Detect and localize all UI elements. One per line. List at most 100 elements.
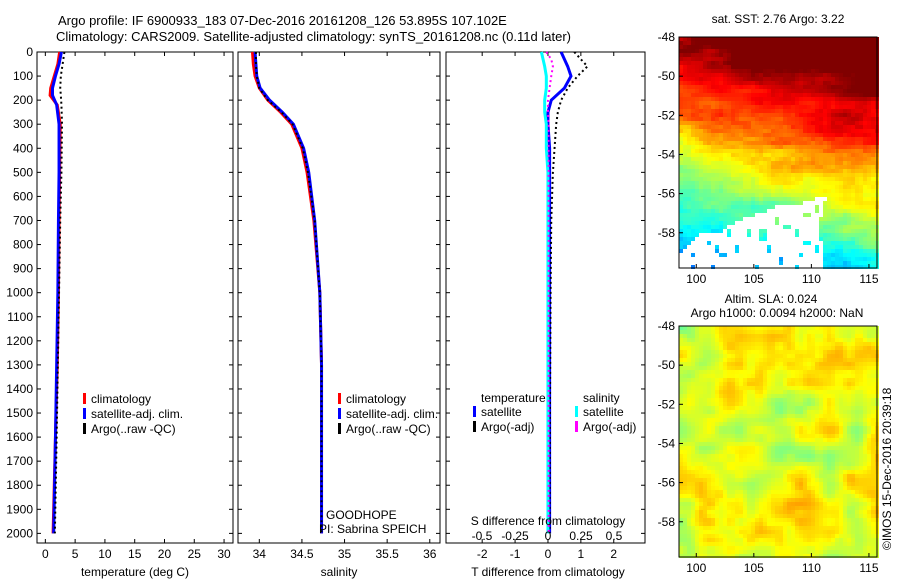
- heatmap-cell: [843, 81, 847, 85]
- heatmap-cell: [707, 177, 711, 181]
- heatmap-cell: [743, 193, 747, 197]
- heatmap-cell: [691, 153, 695, 157]
- heatmap-cell: [859, 338, 863, 342]
- heatmap-cell: [791, 97, 795, 101]
- heatmap-cell: [831, 97, 835, 101]
- heatmap-cell: [699, 197, 703, 201]
- heatmap-cell: [847, 390, 851, 394]
- heatmap-cell: [823, 133, 827, 137]
- heatmap-cell: [739, 193, 743, 197]
- heatmap-cell: [851, 109, 855, 113]
- heatmap-cell: [683, 498, 687, 502]
- heatmap-cell: [839, 49, 843, 53]
- heatmap-cell: [867, 81, 871, 85]
- heatmap-cell: [787, 358, 791, 362]
- x-tick-label: -1: [510, 547, 521, 561]
- heatmap-cell: [679, 137, 683, 141]
- heatmap-cell: [719, 454, 723, 458]
- heatmap-cell: [811, 458, 815, 462]
- heatmap-cell: [719, 61, 723, 65]
- heatmap-cell: [871, 85, 875, 89]
- heatmap-cell: [683, 382, 687, 386]
- heatmap-cell: [747, 69, 751, 73]
- heatmap-cell: [827, 374, 831, 378]
- heatmap-cell: [847, 101, 851, 105]
- y-tick-label: -56: [658, 187, 676, 201]
- heatmap-cell: [803, 410, 807, 414]
- heatmap-cell: [823, 454, 827, 458]
- heatmap-cell: [731, 69, 735, 73]
- heatmap-cell: [787, 161, 791, 165]
- heatmap-cell: [851, 482, 855, 486]
- heatmap-cell: [715, 41, 719, 45]
- heatmap-cell: [855, 61, 859, 65]
- heatmap-cell: [839, 450, 843, 454]
- heatmap-cell: [795, 177, 799, 181]
- heatmap-cell: [843, 57, 847, 61]
- heatmap-cell: [767, 406, 771, 410]
- heatmap-cell: [831, 454, 835, 458]
- heatmap-cell: [827, 205, 831, 209]
- heatmap-cell: [747, 338, 751, 342]
- heatmap-cell: [783, 398, 787, 402]
- heatmap-cell: [795, 197, 799, 201]
- heatmap-cell: [871, 213, 875, 217]
- heatmap-cell: [703, 93, 707, 97]
- heatmap-cell: [699, 386, 703, 390]
- heatmap-cell: [855, 213, 859, 217]
- heatmap-cell: [835, 394, 839, 398]
- heatmap-cell: [739, 37, 743, 41]
- y-tick-label: 2000: [6, 526, 33, 540]
- heatmap-cell: [711, 462, 715, 466]
- heatmap-cell: [691, 209, 695, 213]
- heatmap-cell: [851, 446, 855, 450]
- heatmap-cell: [699, 177, 703, 181]
- heatmap-cell: [767, 81, 771, 85]
- heatmap-cell: [819, 233, 823, 237]
- heatmap-cell: [767, 141, 771, 145]
- heatmap-cell: [815, 426, 819, 430]
- heatmap-cell: [735, 201, 739, 205]
- heatmap-cell: [727, 69, 731, 73]
- heatmap-cell: [803, 121, 807, 125]
- heatmap-cell: [851, 422, 855, 426]
- heatmap-cell: [711, 470, 715, 474]
- heatmap-cell: [847, 342, 851, 346]
- heatmap-cell: [795, 41, 799, 45]
- heatmap-cell: [743, 422, 747, 426]
- heatmap-cell: [803, 342, 807, 346]
- heatmap-cell: [847, 233, 851, 237]
- heatmap-cell: [707, 197, 711, 201]
- heatmap-cell: [751, 454, 755, 458]
- heatmap-cell: [835, 185, 839, 189]
- heatmap-cell: [847, 398, 851, 402]
- heatmap-cell: [847, 129, 851, 133]
- heatmap-cell: [719, 478, 723, 482]
- heatmap-cell: [719, 390, 723, 394]
- heatmap-cell: [695, 165, 699, 169]
- heatmap-cell: [799, 121, 803, 125]
- heatmap-cell: [743, 366, 747, 370]
- heatmap-cell: [867, 233, 871, 237]
- heatmap-cell: [759, 49, 763, 53]
- heatmap-cell: [847, 97, 851, 101]
- heatmap-cell: [763, 41, 767, 45]
- heatmap-cell: [683, 434, 687, 438]
- heatmap-cell: [723, 193, 727, 197]
- heatmap-cell: [695, 133, 699, 137]
- heatmap-cell: [843, 153, 847, 157]
- heatmap-cell: [807, 386, 811, 390]
- heatmap-cell: [699, 466, 703, 470]
- heatmap-cell: [691, 137, 695, 141]
- heatmap-cell: [859, 490, 863, 494]
- heatmap-cell: [819, 185, 823, 189]
- heatmap-cell: [803, 382, 807, 386]
- heatmap-cell: [771, 366, 775, 370]
- heatmap-cell: [815, 61, 819, 65]
- heatmap-cell: [831, 93, 835, 97]
- heatmap-cell: [751, 486, 755, 490]
- heatmap-cell: [739, 65, 743, 69]
- heatmap-cell: [687, 149, 691, 153]
- heatmap-cell: [859, 233, 863, 237]
- heatmap-cell: [679, 169, 683, 173]
